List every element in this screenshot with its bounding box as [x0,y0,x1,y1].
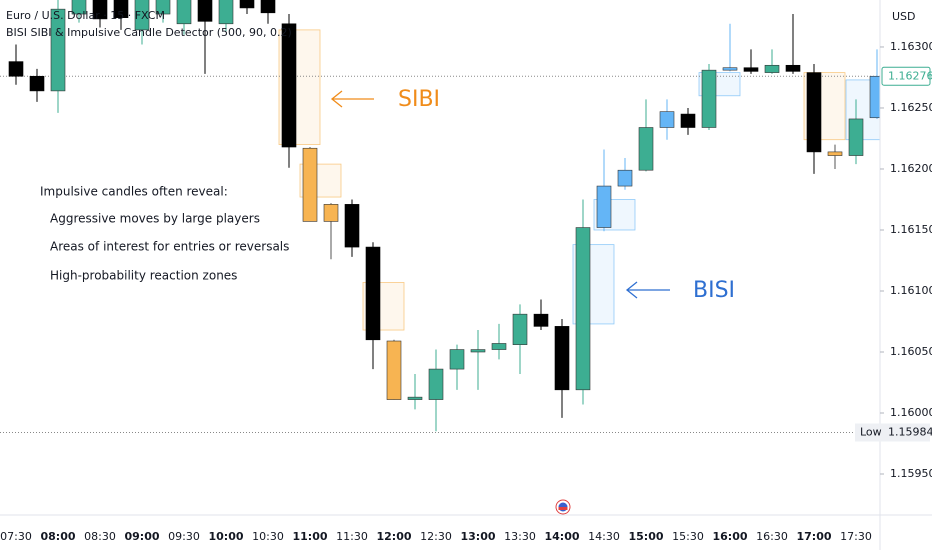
candle-body [155,0,171,15]
x-tick-label: 12:00 [376,530,411,543]
candle-body [239,0,255,9]
candle-body [659,111,675,128]
x-tick-label: 12:30 [420,530,452,543]
x-tick-label: 10:00 [208,530,243,543]
candle-body [722,67,738,71]
candle-body [701,69,717,128]
bisi-label: BISI [693,278,735,303]
currency: USD [892,10,916,23]
sibi-label: SIBI [398,87,440,112]
low-tag-value: 1.15984 [888,426,932,439]
chart-title: Euro / U.S. Dollar · 15 · FXCM [6,9,165,22]
note: Aggressive moves by large players [50,212,260,226]
x-tick-label: 16:30 [756,530,788,543]
last-price-label: 1.16276 [888,69,932,82]
x-tick-label: 11:00 [292,530,327,543]
x-tick-label: 14:00 [544,530,579,543]
x-tick-label: 08:00 [40,530,75,543]
candle-body [764,64,780,73]
bisi-arrow [625,281,670,299]
note-title: Impulsive candles often reveal: [40,185,228,199]
candle-body [869,75,880,119]
candle-body [281,23,297,148]
candle-body [50,8,66,92]
x-tick-label: 11:30 [336,530,368,543]
note: High-probability reaction zones [50,269,237,283]
candle-body [743,67,759,72]
candle-body [806,72,822,153]
last-price-tag [881,66,931,86]
y-tick-label: 1.16200 [890,162,932,175]
candle-body [470,349,486,353]
x-tick-label: 09:30 [168,530,200,543]
x-tick-label: 17:30 [840,530,872,543]
candle-body [386,340,402,400]
candle-body [512,313,528,345]
note: Areas of interest for entries or reversa… [50,240,289,254]
candle-body [428,368,444,400]
x-tick-label: 07:30 [0,530,32,543]
candle-body [848,118,864,156]
candle-body [491,343,507,350]
candle-body [449,349,465,370]
candle-body [407,396,423,400]
candle-body [344,204,360,248]
sibi-arrow [330,90,374,108]
candle-body [218,0,234,25]
candle-body [29,75,45,92]
candle-body [71,0,87,15]
y-tick-label: 1.16000 [890,406,932,419]
candle-body [260,0,276,14]
x-tick-label: 09:00 [124,530,159,543]
candle-body [533,313,549,327]
candle-body [680,113,696,128]
candle-body [575,227,591,391]
candle-body [302,147,318,222]
low-tag-name: Low [860,426,882,439]
candle-body [596,185,612,228]
x-tick-label: 15:30 [672,530,704,543]
y-tick-label: 1.16100 [890,284,932,297]
candle-body [323,204,339,222]
candle-body [554,326,570,391]
x-tick-label: 13:30 [504,530,536,543]
candle-body [197,0,213,22]
x-tick-label: 16:00 [712,530,747,543]
candle-body [113,0,129,18]
candle-body [617,169,633,187]
candle-body [134,0,150,31]
y-tick-label: 1.16050 [890,345,932,358]
candle-body [365,246,381,341]
indicator-title: BISI SIBI & Impulsive Candle Detector (5… [6,26,292,39]
y-tick-label: 1.15950 [890,467,932,480]
x-tick-label: 13:00 [460,530,495,543]
x-tick-label: 10:30 [252,530,284,543]
x-tick-label: 08:30 [84,530,116,543]
y-tick-label: 1.16150 [890,223,932,236]
x-tick-label: 17:00 [796,530,831,543]
y-tick-label: 1.16250 [890,101,932,114]
y-tick-label: 1.16300 [890,40,932,53]
candle-body [8,61,24,77]
plot-area [0,0,880,434]
candle-body [827,151,843,156]
low-tag [855,423,930,442]
candle-body [92,0,108,20]
event-flag [555,499,571,515]
x-tick-label: 15:00 [628,530,663,543]
candle-body [176,0,192,25]
x-tick-label: 14:30 [588,530,620,543]
candle-body [638,127,654,171]
candle-body [785,64,801,72]
